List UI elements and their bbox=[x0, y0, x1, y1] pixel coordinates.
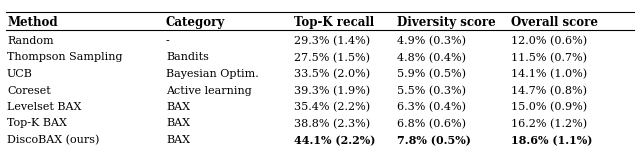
Text: 16.2% (1.2%): 16.2% (1.2%) bbox=[511, 119, 587, 129]
Text: 18.6% (1.1%): 18.6% (1.1%) bbox=[511, 135, 593, 146]
Text: 39.3% (1.9%): 39.3% (1.9%) bbox=[294, 85, 370, 96]
Text: 27.5% (1.5%): 27.5% (1.5%) bbox=[294, 53, 370, 63]
Text: Thompson Sampling: Thompson Sampling bbox=[7, 53, 122, 63]
Text: 4.8% (0.4%): 4.8% (0.4%) bbox=[397, 53, 466, 63]
Text: Method: Method bbox=[7, 16, 58, 29]
Text: 14.7% (0.8%): 14.7% (0.8%) bbox=[511, 85, 587, 96]
Text: 7.8% (0.5%): 7.8% (0.5%) bbox=[397, 135, 471, 146]
Text: 15.0% (0.9%): 15.0% (0.9%) bbox=[511, 102, 587, 112]
Text: Levelset BAX: Levelset BAX bbox=[7, 102, 81, 112]
Text: Coreset: Coreset bbox=[7, 85, 51, 95]
Text: Category: Category bbox=[166, 16, 225, 29]
Text: 38.8% (2.3%): 38.8% (2.3%) bbox=[294, 119, 370, 129]
Text: 5.9% (0.5%): 5.9% (0.5%) bbox=[397, 69, 466, 79]
Text: UCB: UCB bbox=[7, 69, 33, 79]
Text: 33.5% (2.0%): 33.5% (2.0%) bbox=[294, 69, 370, 79]
Text: Random: Random bbox=[7, 36, 54, 46]
Text: BAX: BAX bbox=[166, 102, 190, 112]
Text: Bayesian Optim.: Bayesian Optim. bbox=[166, 69, 259, 79]
Text: Bandits: Bandits bbox=[166, 53, 209, 63]
Text: 11.5% (0.7%): 11.5% (0.7%) bbox=[511, 53, 587, 63]
Text: 6.3% (0.4%): 6.3% (0.4%) bbox=[397, 102, 466, 112]
Text: 12.0% (0.6%): 12.0% (0.6%) bbox=[511, 36, 587, 46]
Text: Active learning: Active learning bbox=[166, 85, 252, 95]
Text: 5.5% (0.3%): 5.5% (0.3%) bbox=[397, 85, 466, 96]
Text: Diversity score: Diversity score bbox=[397, 16, 496, 29]
Text: BAX: BAX bbox=[166, 135, 190, 145]
Text: 4.9% (0.3%): 4.9% (0.3%) bbox=[397, 36, 466, 46]
Text: 29.3% (1.4%): 29.3% (1.4%) bbox=[294, 36, 370, 46]
Text: 35.4% (2.2%): 35.4% (2.2%) bbox=[294, 102, 370, 112]
Text: Top-K BAX: Top-K BAX bbox=[7, 119, 67, 129]
Text: BAX: BAX bbox=[166, 119, 190, 129]
Text: 6.8% (0.6%): 6.8% (0.6%) bbox=[397, 119, 466, 129]
Text: DiscoBAX (ours): DiscoBAX (ours) bbox=[7, 135, 99, 145]
Text: -: - bbox=[166, 36, 170, 46]
Text: Top-K recall: Top-K recall bbox=[294, 16, 374, 29]
Text: Overall score: Overall score bbox=[511, 16, 598, 29]
Text: 44.1% (2.2%): 44.1% (2.2%) bbox=[294, 135, 376, 146]
Text: 14.1% (1.0%): 14.1% (1.0%) bbox=[511, 69, 587, 79]
